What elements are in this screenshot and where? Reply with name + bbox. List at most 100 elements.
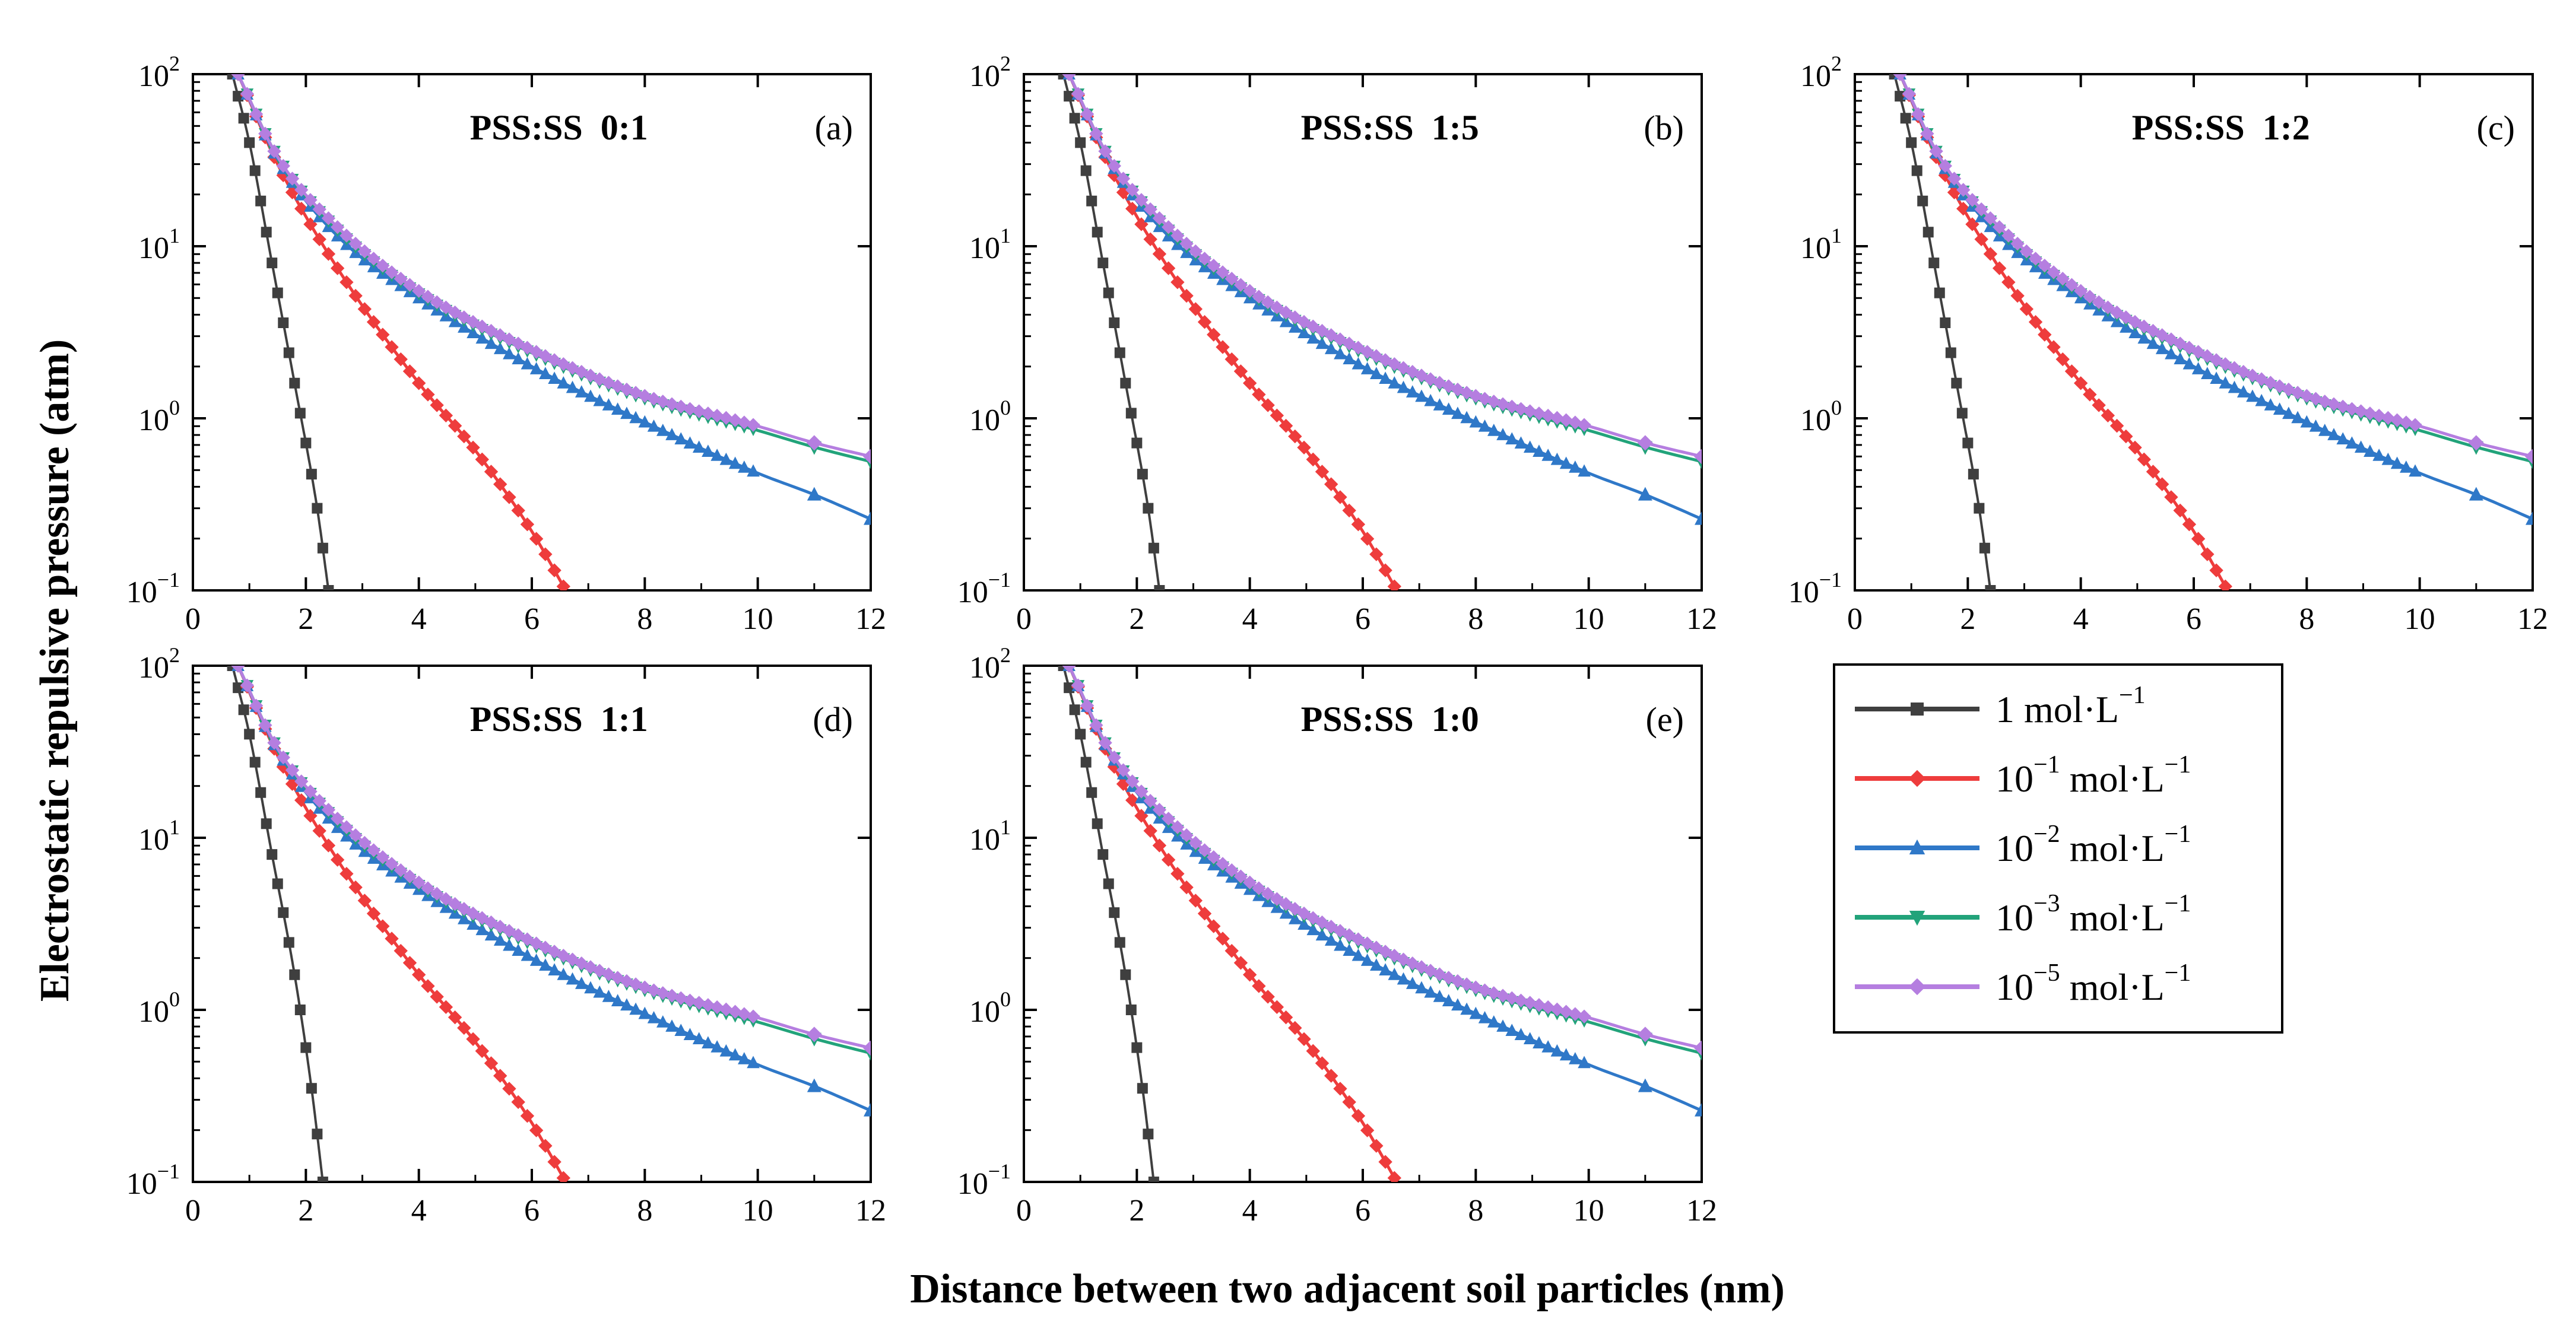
data-point <box>330 812 345 826</box>
data-point <box>376 919 390 933</box>
data-point <box>1974 232 1988 247</box>
data-point <box>366 907 381 921</box>
data-point <box>1541 449 1555 461</box>
data-point <box>2047 340 2061 354</box>
data-point <box>1315 336 1329 349</box>
data-point <box>1568 1007 1582 1021</box>
data-point <box>261 227 272 238</box>
data-point <box>1107 750 1121 765</box>
data-point <box>1351 341 1366 355</box>
data-point <box>306 469 317 480</box>
data-point <box>1306 1044 1320 1059</box>
data-point <box>2073 284 2088 298</box>
data-point <box>584 389 597 402</box>
data-point <box>1965 193 1979 207</box>
data-point <box>710 1040 724 1053</box>
data-point <box>1233 278 1248 292</box>
data-point <box>1242 875 1257 889</box>
data-point <box>484 915 499 930</box>
data-point <box>656 424 670 436</box>
data-point <box>484 1056 499 1070</box>
data-point <box>294 1005 306 1016</box>
data-point <box>1315 1056 1330 1070</box>
data-point <box>539 958 552 971</box>
data-point <box>1559 1048 1573 1061</box>
data-point <box>1487 986 1501 1000</box>
panel-label: (c) <box>2477 109 2515 147</box>
data-point <box>1075 137 1086 148</box>
legend-marker <box>1908 770 1926 787</box>
data-point <box>1974 503 1985 514</box>
data-point <box>1279 1010 1293 1025</box>
data-point <box>1983 211 1998 225</box>
data-point <box>620 998 633 1011</box>
data-point <box>1270 408 1284 422</box>
data-point <box>2309 419 2323 432</box>
data-point <box>2408 418 2422 432</box>
panel-title: PSS:SS 1:2 <box>2132 108 2310 147</box>
data-point <box>2083 387 2097 402</box>
data-point <box>2227 361 2242 375</box>
data-point <box>1934 287 1945 298</box>
data-point <box>702 444 715 457</box>
data-point <box>421 979 435 993</box>
data-point <box>1324 1069 1338 1083</box>
data-point <box>2318 424 2331 436</box>
data-point <box>1478 419 1492 432</box>
data-point <box>1369 1139 1384 1153</box>
y-tick-label: 102 <box>138 643 180 685</box>
data-point <box>710 1000 724 1015</box>
data-point <box>285 171 300 186</box>
data-point <box>1342 1095 1356 1110</box>
data-point <box>1928 258 1940 269</box>
data-point <box>402 364 417 379</box>
data-point <box>665 1019 678 1032</box>
data-point <box>317 542 328 554</box>
data-point <box>738 460 751 473</box>
data-point <box>806 1026 822 1042</box>
data-point <box>1433 398 1446 411</box>
data-point <box>2327 428 2340 440</box>
x-tick-label: 12 <box>855 1194 886 1228</box>
data-point <box>701 406 715 421</box>
data-point <box>1216 932 1230 946</box>
data-point <box>1424 985 1437 998</box>
data-point <box>503 347 516 360</box>
data-point <box>2019 244 2034 259</box>
data-point <box>683 436 697 449</box>
data-point <box>1080 107 1095 121</box>
data-point <box>1638 487 1652 501</box>
series-5 <box>1062 666 1702 1056</box>
data-point <box>300 437 312 449</box>
data-point <box>1514 1028 1528 1041</box>
data-point <box>1134 784 1149 799</box>
data-point <box>1541 1040 1555 1053</box>
data-point <box>1179 880 1194 895</box>
data-point <box>294 774 309 789</box>
data-point <box>1695 511 1702 525</box>
data-point <box>1103 878 1114 889</box>
data-point <box>272 287 283 298</box>
data-point <box>1424 393 1437 406</box>
data-point <box>1956 183 1971 197</box>
data-point <box>402 869 417 883</box>
data-point <box>2210 371 2223 384</box>
data-point <box>1369 547 1384 561</box>
data-point <box>267 258 278 269</box>
data-point <box>1170 275 1185 290</box>
data-point <box>1315 323 1330 338</box>
data-point <box>238 113 249 124</box>
data-point <box>1352 948 1365 961</box>
data-point <box>2318 395 2332 409</box>
data-point <box>1940 317 1951 328</box>
data-point <box>1637 435 1653 451</box>
data-point <box>1577 418 1591 432</box>
data-point <box>1131 437 1143 449</box>
data-point <box>1523 1032 1537 1045</box>
data-point <box>249 165 261 176</box>
data-point <box>1288 429 1302 444</box>
data-point <box>728 1048 742 1061</box>
data-point <box>312 824 326 838</box>
data-point <box>493 1069 507 1083</box>
data-point <box>1131 1042 1143 1053</box>
